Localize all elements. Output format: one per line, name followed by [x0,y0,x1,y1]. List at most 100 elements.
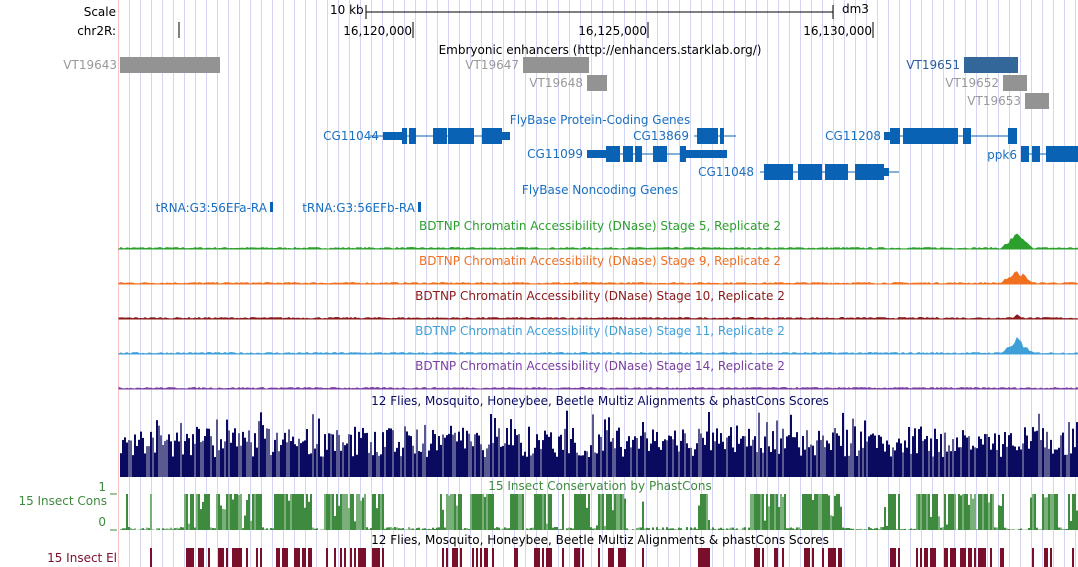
dnase-signal [118,271,1078,285]
multiz-bar [802,435,804,477]
dnase-track-title[interactable]: BDTNP Chromatin Accessibility (DNase) St… [418,254,782,268]
dnase-signal [118,386,1078,390]
multiz-bar [376,452,378,477]
element-bar [576,548,578,567]
gene-label[interactable]: CG13869 [633,129,689,143]
enhancer-feature[interactable] [1025,93,1049,109]
enhancer-label[interactable]: VT19647 [465,58,519,72]
dnase-signal [117,233,1078,250]
cons-bar [614,494,616,530]
multiz-bar [186,433,188,477]
multiz-bar [472,446,474,477]
cons-bar [1050,494,1052,530]
multiz-bar [474,434,476,477]
cons-bar [370,528,372,530]
cons-bar [932,494,934,530]
multiz-bar [236,446,238,477]
dnase-track-title[interactable]: BDTNP Chromatin Accessibility (DNase) St… [415,289,785,303]
gene-label[interactable]: CG11048 [698,165,754,179]
enhancer-label[interactable]: VT19648 [529,76,583,90]
element-bar [548,548,550,567]
enhancer-feature[interactable] [120,57,220,73]
dnase-track-title[interactable]: BDTNP Chromatin Accessibility (DNase) St… [418,219,782,233]
cons-bar [432,527,434,530]
cons-bar [672,528,674,530]
cons-bar [958,494,960,530]
enhancer-label[interactable]: VT19643 [63,58,117,72]
cons-bar [576,494,578,530]
multiz-bar [590,445,592,477]
cons-bar [532,527,534,530]
element-bar [706,548,708,567]
multiz-bar [720,433,722,477]
coding-track-title[interactable]: FlyBase Protein-Coding Genes [509,113,691,127]
multiz-bar [658,447,660,477]
multiz-track-title[interactable]: 12 Flies, Mosquito, Honeybee, Beetle Mul… [371,533,829,547]
cons-bar [294,494,296,530]
enhancer-label[interactable]: VT19653 [967,94,1021,108]
dnase-track-title[interactable]: BDTNP Chromatin Accessibility (DNase) St… [415,324,785,338]
multiz-bar [448,433,450,477]
cons-bar [562,494,564,530]
multiz-bar [492,442,494,477]
multiz-bar [318,418,320,477]
cons-bar [392,527,394,530]
gene-label[interactable]: CG11208 [825,129,881,143]
gene-label[interactable]: CG11044 [323,129,379,143]
cons-bar [732,527,734,530]
multiz-bar [470,441,472,477]
cons-bar [726,528,728,530]
cons-bar [942,527,944,530]
enhancer-label[interactable]: VT19651 [906,58,960,72]
enhancer-label[interactable]: VT19652 [945,76,999,90]
cons-track-label[interactable]: 15 Insect Cons [18,494,107,508]
enhancer-feature[interactable] [1003,75,1027,91]
cons-track-title[interactable]: 15 Insect Conservation by PhastCons [488,479,712,493]
element-bar [822,548,824,567]
elements-track-label[interactable]: 15 Insect El [47,551,117,565]
multiz-bar [1038,413,1040,477]
cons-bar [418,527,420,530]
enhancer-feature[interactable] [964,57,1018,73]
multiz-bar [394,451,396,477]
cons-bar [426,529,428,530]
multiz-bar [550,432,552,477]
cons-bar [720,527,722,530]
element-bar [562,548,564,567]
gene-label[interactable]: tRNA:G3:56EFa-RA [155,201,267,215]
element-bar [208,548,210,567]
multiz-bar [1064,454,1066,477]
cons-bar [276,494,278,530]
cons-bar [352,494,354,530]
element-bar [946,548,948,567]
dnase-track-title[interactable]: BDTNP Chromatin Accessibility (DNase) St… [415,359,785,373]
cons-bar [950,494,952,530]
cons-bar [186,494,188,530]
multiz-bar [608,417,610,477]
cons-bar [1074,494,1076,530]
multiz-bar [294,444,296,477]
cons-bar [344,494,346,530]
multiz-bar [370,442,372,477]
enhancer-feature[interactable] [523,57,589,73]
multiz-bar [122,439,124,477]
multiz-bar [526,456,528,477]
cons-bar [864,529,866,530]
gene-label[interactable]: CG11099 [527,147,583,161]
multiz-bar [882,443,884,477]
dnase-signal [118,336,1078,355]
enhancer-feature[interactable] [587,75,607,91]
multiz-bar [216,419,218,477]
gene-label[interactable]: ppk6 [987,148,1017,162]
noncoding-track-title[interactable]: FlyBase Noncoding Genes [521,183,679,197]
cons-bar [128,527,130,530]
multiz-track-title[interactable]: 12 Flies, Mosquito, Honeybee, Beetle Mul… [371,394,829,408]
multiz-bar [756,452,758,477]
cons-bar [790,527,792,530]
multiz-bar [458,431,460,477]
multiz-bar [248,430,250,477]
element-bar [296,548,298,567]
gene-label[interactable]: tRNA:G3:56EFb-RA [302,201,415,215]
enhancers-track-title[interactable]: Embryonic enhancers (http://enhancers.st… [438,43,762,57]
